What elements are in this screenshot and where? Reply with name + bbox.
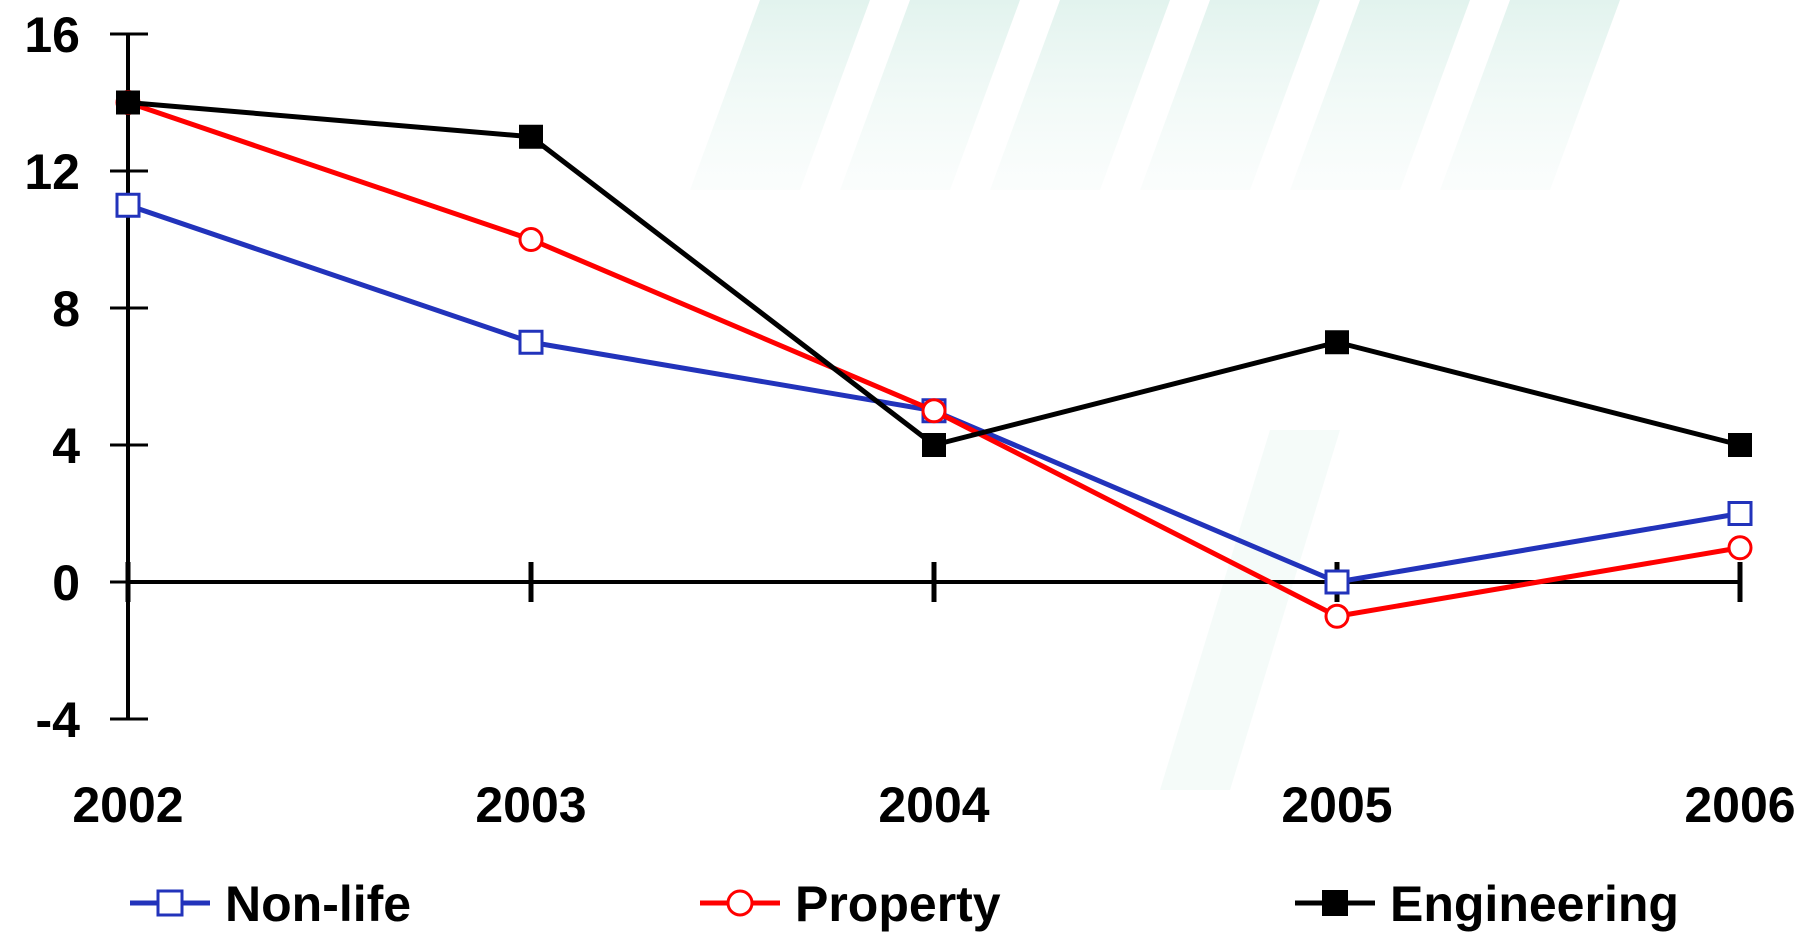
data-point-property: [921, 398, 947, 424]
x-tick-label: 2005: [1281, 777, 1392, 833]
y-tick-label: 0: [52, 555, 80, 611]
data-point-engineering: [116, 90, 140, 115]
background-stripe: [1140, 0, 1320, 190]
background-stripes: [690, 0, 1620, 790]
data-point-non-life: [115, 192, 141, 218]
series-line-non-life: [127, 202, 1741, 585]
legend-marker-non-life: [156, 889, 184, 917]
data-point-engineering: [1325, 330, 1349, 355]
background-stripe: [1160, 430, 1340, 790]
legend-item-non-life: Non-life: [130, 876, 411, 932]
background-stripe: [840, 0, 1020, 190]
y-tick-label: 4: [52, 418, 80, 474]
series-engineering: [116, 90, 1752, 457]
background-stripe: [690, 0, 870, 190]
legend-item-property: Property: [700, 876, 1001, 932]
data-point-property: [1727, 535, 1753, 561]
axes: 16 12 8 4 0 -4 2002 2003 2004 2005 2006: [24, 7, 1795, 833]
series-non-life: [115, 192, 1753, 595]
legend: Non-life Property Engineering: [130, 876, 1679, 932]
background-stripe: [1290, 0, 1470, 190]
data-point-engineering: [922, 433, 946, 457]
legend-marker-property: [726, 889, 754, 917]
data-point-property: [518, 227, 544, 252]
data-point-engineering: [519, 124, 543, 149]
data-point-property: [1324, 603, 1350, 629]
data-point-non-life: [518, 329, 544, 355]
series-layer: [115, 90, 1753, 629]
y-tick-label: 8: [52, 281, 80, 337]
y-tick-label: 12: [24, 144, 80, 200]
x-tick-label: 2004: [878, 777, 989, 833]
background-stripe: [1440, 0, 1620, 190]
y-tick-label: -4: [36, 692, 81, 748]
legend-label-engineering: Engineering: [1390, 876, 1679, 932]
legend-marker-engineering: [1322, 890, 1348, 916]
legend-label-non-life: Non-life: [225, 876, 411, 932]
x-tick-label: 2002: [72, 777, 183, 833]
background-stripe: [990, 0, 1170, 190]
x-tick-label: 2006: [1684, 777, 1795, 833]
data-point-non-life: [1727, 501, 1753, 526]
legend-label-property: Property: [795, 876, 1001, 932]
data-point-engineering: [1728, 433, 1752, 457]
legend-item-engineering: Engineering: [1295, 876, 1679, 932]
data-point-non-life: [1324, 569, 1350, 595]
y-tick-label: 16: [24, 7, 80, 63]
x-tick-label: 2003: [475, 777, 586, 833]
